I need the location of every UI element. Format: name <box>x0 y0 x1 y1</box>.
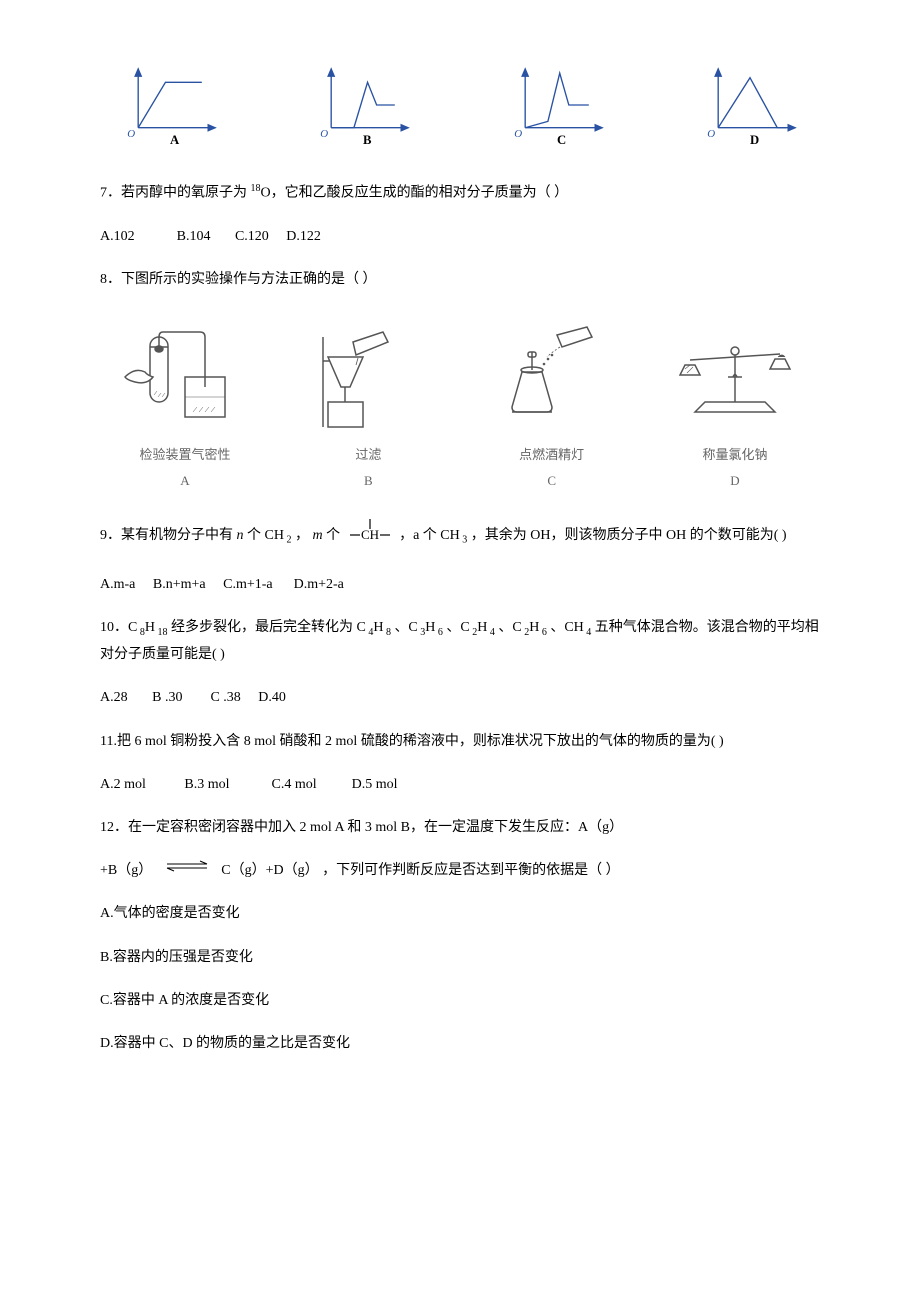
experiment-a: 检验装置气密性 A <box>110 317 260 492</box>
experiment-c: 点燃酒精灯 C <box>477 317 627 492</box>
q9-p2: 个 CH <box>244 528 284 543</box>
experiment-c-svg <box>482 317 622 437</box>
ch-fragment-icon: CH <box>348 517 392 554</box>
svg-text:O: O <box>321 128 329 140</box>
experiment-d-svg <box>665 317 805 437</box>
question-9: 9．某有机物分子中有 n 个 CH 2 ， m 个 CH ，a 个 CH 3 ，… <box>100 517 820 554</box>
q12-optB: B.容器内的压强是否变化 <box>100 945 820 970</box>
experiment-b-svg <box>298 317 438 437</box>
q9-m: m <box>312 528 322 543</box>
svg-text:C: C <box>557 133 566 147</box>
graph-d-svg: O D <box>700 60 800 150</box>
question-10: 10．C 8H 18 经多步裂化，最后完全转化为 C 4H 8 、C 3H 6 … <box>100 615 820 667</box>
experiment-row: 检验装置气密性 A 过滤 B <box>100 317 820 492</box>
q9-options: A.m-a B.n+m+a C.m+1-a D.m+2-a <box>100 572 820 597</box>
q7-options: A.102 B.104 C.120 D.122 <box>100 224 820 249</box>
exp-c-letter: C <box>547 469 556 492</box>
experiment-b: 过滤 B <box>293 317 443 492</box>
q9-p1: 9．某有机物分子中有 <box>100 528 237 543</box>
q12-l2-p2: C（g）+D（g） ，下列可作判断反应是否达到平衡的依据是（ ） <box>218 863 620 878</box>
question-12-line1: 12．在一定容积密闭容器中加入 2 mol A 和 3 mol B，在一定温度下… <box>100 815 820 840</box>
experiment-d: 称量氯化钠 D <box>660 317 810 492</box>
exp-d-letter: D <box>730 469 739 492</box>
experiment-a-svg <box>115 317 255 437</box>
q12-optC: C.容器中 A 的浓度是否变化 <box>100 988 820 1013</box>
graph-row: O A O B O C O D <box>100 60 820 150</box>
q9-p3: ， <box>291 528 312 543</box>
svg-text:O: O <box>707 128 715 140</box>
svg-text:CH: CH <box>361 527 379 542</box>
exp-d-label: 称量氯化钠 <box>702 443 767 466</box>
svg-text:O: O <box>514 128 522 140</box>
q10-p1: 10．C <box>100 620 137 635</box>
graph-a: O A <box>120 60 220 150</box>
graph-b-svg: O B <box>313 60 413 150</box>
q9-n: n <box>237 528 244 543</box>
graph-b: O B <box>313 60 413 150</box>
graph-c-svg: O C <box>507 60 607 150</box>
svg-text:A: A <box>170 133 180 147</box>
graph-c: O C <box>507 60 607 150</box>
q11-options: A.2 mol B.3 mol C.4 mol D.5 mol <box>100 772 820 797</box>
question-12-line2: +B（g） C（g）+D（g） ，下列可作判断反应是否达到平衡的依据是（ ） <box>100 858 820 883</box>
exp-b-label: 过滤 <box>355 443 381 466</box>
q10-options: A.28 B .30 C .38 D.40 <box>100 685 820 710</box>
exp-b-letter: B <box>364 469 373 492</box>
q12-l2-p1: +B（g） <box>100 863 156 878</box>
question-8: 8．下图所示的实验操作与方法正确的是（ ） <box>100 267 820 292</box>
exp-a-label: 检验装置气密性 <box>139 443 230 466</box>
q9-p5: ，a 个 CH <box>396 528 460 543</box>
q9-p4: 个 <box>323 528 344 543</box>
svg-text:D: D <box>750 133 759 147</box>
question-11: 11.把 6 mol 铜粉投入含 8 mol 硝酸和 2 mol 硫酸的稀溶液中… <box>100 729 820 754</box>
q12-optD: D.容器中 C、D 的物质的量之比是否变化 <box>100 1031 820 1056</box>
q12-optA: A.气体的密度是否变化 <box>100 901 820 926</box>
exp-c-label: 点燃酒精灯 <box>519 443 584 466</box>
exp-a-letter: A <box>180 469 189 492</box>
graph-d: O D <box>700 60 800 150</box>
q9-p6: ，其余为 OH，则该物质分子中 OH 的个数可能为( ) <box>467 528 786 543</box>
svg-text:B: B <box>363 133 372 147</box>
graph-a-svg: O A <box>120 60 220 150</box>
q7-text-prefix: 7．若丙醇中的氧原子为 <box>100 186 251 201</box>
q7-sup: 18 <box>251 183 261 194</box>
q7-text-mid: O，它和乙酸反应生成的酯的相对分子质量为（ ） <box>261 186 569 201</box>
svg-text:O: O <box>127 128 135 140</box>
question-7: 7．若丙醇中的氧原子为 18O，它和乙酸反应生成的酯的相对分子质量为（ ） <box>100 180 820 206</box>
equilibrium-arrow-icon <box>162 858 212 883</box>
